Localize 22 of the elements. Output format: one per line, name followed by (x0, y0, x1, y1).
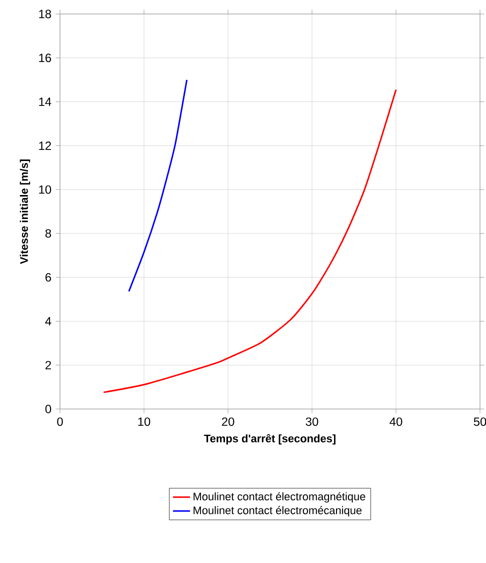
y-tick-label: 12 (39, 141, 51, 150)
y-tick-label: 14 (39, 98, 52, 106)
x-tick-label: 40 (390, 417, 402, 426)
x-tick-label: 0 (57, 417, 63, 426)
y-tick-label: 8 (45, 229, 52, 238)
x-tick-label: 20 (222, 417, 234, 426)
legend-label: Moulinet contact électromagnétique (194, 492, 366, 503)
x-tick-label: 10 (138, 417, 150, 426)
y-tick-label: 2 (46, 360, 51, 370)
y-tick-label: 4 (45, 317, 52, 326)
y-tick-label: 10 (39, 185, 52, 194)
legend-label: Moulinet contact électromécanique (194, 506, 362, 516)
line-series (128, 79, 188, 292)
x-tick-label: 50 (474, 417, 486, 426)
y-axis-title: Vitesse initiale [m/s] (20, 160, 30, 264)
line-series (102, 88, 397, 394)
y-tick-label: 6 (46, 273, 52, 282)
x-tick-label: 30 (306, 417, 318, 426)
y-tick-label: 16 (39, 54, 52, 62)
y-tick-label: 18 (39, 10, 52, 18)
x-axis-title: Temps d'arrêt [secondes] (204, 434, 336, 445)
y-tick-label: 0 (45, 404, 52, 414)
